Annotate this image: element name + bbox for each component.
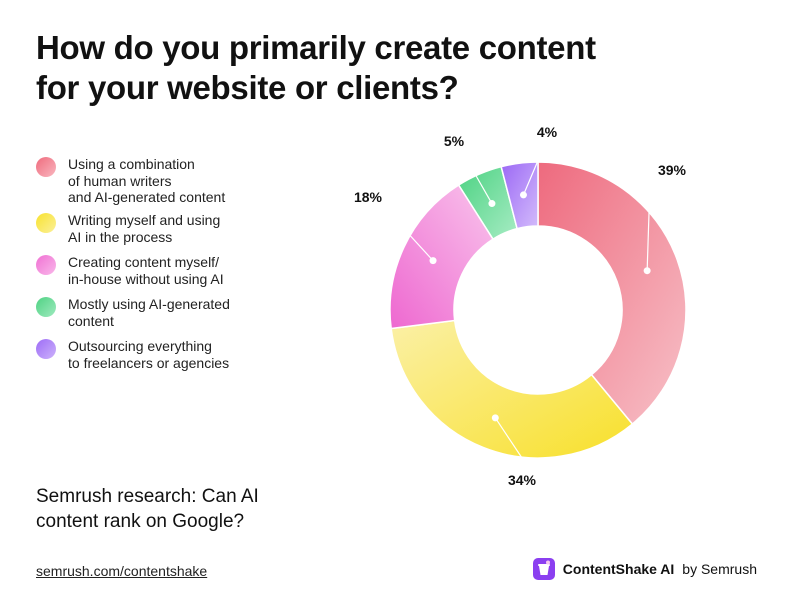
legend-label: Outsourcing everything to freelancers or… — [68, 338, 230, 371]
legend-item: Outsourcing everything to freelancers or… — [36, 338, 296, 380]
legend-item: Using a combination of human writers and… — [36, 156, 296, 212]
donut-slice — [537, 161, 687, 426]
legend-swatch — [36, 255, 56, 275]
leader-line — [462, 152, 493, 204]
brand-suffix: by Semrush — [682, 561, 757, 577]
brand-name: ContentShake AI — [562, 561, 675, 577]
leader-dot — [488, 200, 496, 208]
research-note-line: Semrush research: Can AI — [36, 486, 259, 507]
data-label: 5% — [444, 133, 465, 149]
legend-label: Using a combination of human writers and… — [68, 156, 226, 205]
brand: ContentShake AI by Semrush — [532, 558, 757, 580]
legend-swatch — [36, 157, 56, 177]
data-label: 34% — [508, 472, 537, 488]
donut-slice — [500, 161, 539, 230]
legend-item: Writing myself and using AI in the proce… — [36, 212, 296, 254]
data-label: 4% — [537, 124, 558, 140]
legend-item: Creating content myself/ in-house withou… — [36, 254, 296, 296]
chart-title: How do you primarily create content for … — [36, 28, 656, 108]
legend-swatch — [36, 339, 56, 359]
leader-dot — [519, 191, 527, 199]
legend-swatch — [36, 213, 56, 233]
legend-label: Writing myself and using AI in the proce… — [68, 212, 221, 245]
leader-dot — [643, 267, 651, 275]
chart-title-line: for your website or clients? — [36, 69, 459, 106]
research-note: Semrush research: Can AI content rank on… — [36, 484, 336, 534]
donut-slice — [390, 319, 634, 459]
legend-item: Mostly using AI-generated content — [36, 296, 296, 338]
data-label: 39% — [658, 162, 687, 178]
legend-label: Mostly using AI-generated content — [68, 296, 230, 329]
leader-dot — [429, 257, 437, 265]
contentshake-link[interactable]: semrush.com/contentshake — [36, 563, 208, 579]
chart-title-line: How do you primarily create content — [36, 29, 596, 66]
leader-line — [646, 181, 651, 271]
leader-line — [522, 143, 546, 196]
leader-dot — [491, 414, 499, 422]
legend: Using a combination of human writers and… — [36, 156, 296, 380]
research-note-line: content rank on Google? — [36, 511, 245, 532]
leader-line — [383, 206, 434, 262]
contentshake-logo-icon — [532, 558, 555, 580]
legend-swatch — [36, 297, 56, 317]
leader-line — [494, 417, 531, 471]
data-label: 18% — [354, 189, 383, 205]
legend-label: Creating content myself/ in-house withou… — [68, 254, 224, 287]
